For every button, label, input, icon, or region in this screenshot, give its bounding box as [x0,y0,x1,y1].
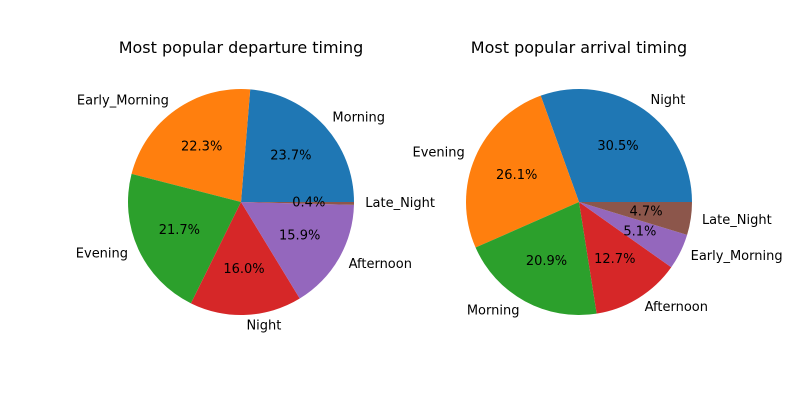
arrival-label-morning: Morning [467,304,520,319]
arrival-slice-night [540,88,692,202]
arrival-percent-early-morning: 5.1% [623,224,656,239]
arrival-slice-morning [475,202,597,315]
arrival-label-evening: Evening [413,145,465,160]
departure-labels: Morning 23.7% Early_Morning 22.3% Evening 21.… [76,93,435,333]
arrival-label-late-night: Late_Night [702,213,772,228]
departure-label-morning: Morning [332,110,385,125]
arrival-pie-chart: Most popular arrival timing Night 30.5% Ev… [413,38,783,319]
departure-pie-chart: Most popular departure timing Morning 23.… [76,38,435,334]
departure-slice-evening [128,173,241,304]
departure-slice-night [190,202,300,315]
departure-label-night: Night [246,319,281,334]
departure-slice-late-night [241,202,354,205]
departure-percent-evening: 21.7% [159,223,200,238]
departure-chart-title: Most popular departure timing [119,38,364,57]
arrival-chart-title: Most popular arrival timing [471,38,687,57]
departure-percent-early-morning: 22.3% [181,139,222,154]
arrival-percent-afternoon: 12.7% [594,252,635,267]
departure-percent-late-night: 0.4% [292,195,325,210]
arrival-slices [466,88,692,315]
departure-label-evening: Evening [76,246,128,261]
arrival-slice-late-night [579,202,692,235]
arrival-slice-afternoon [579,202,672,314]
departure-percent-afternoon: 15.9% [279,228,320,243]
arrival-percent-night: 30.5% [597,139,638,154]
arrival-percent-evening: 26.1% [496,168,537,183]
arrival-labels: Night 30.5% Evening 26.1% Morning 20.9% Aftern… [413,93,783,319]
arrival-label-afternoon: Afternoon [645,300,708,315]
arrival-slice-evening [466,95,579,248]
departure-slice-early-morning [131,88,251,202]
arrival-label-early-morning: Early_Morning [691,249,783,264]
departure-slice-morning [241,89,354,202]
arrival-slice-early-morning [579,202,688,268]
departure-label-late-night: Late_Night [365,196,435,211]
departure-label-early-morning: Early_Morning [77,93,169,108]
departure-percent-night: 16.0% [223,262,264,277]
departure-slices [128,88,354,315]
arrival-percent-late-night: 4.7% [630,204,663,219]
arrival-percent-morning: 20.9% [526,254,567,269]
departure-label-afternoon: Afternoon [349,257,412,272]
arrival-label-night: Night [650,93,685,108]
departure-percent-morning: 23.7% [270,149,311,164]
departure-slice-afternoon [241,202,354,299]
